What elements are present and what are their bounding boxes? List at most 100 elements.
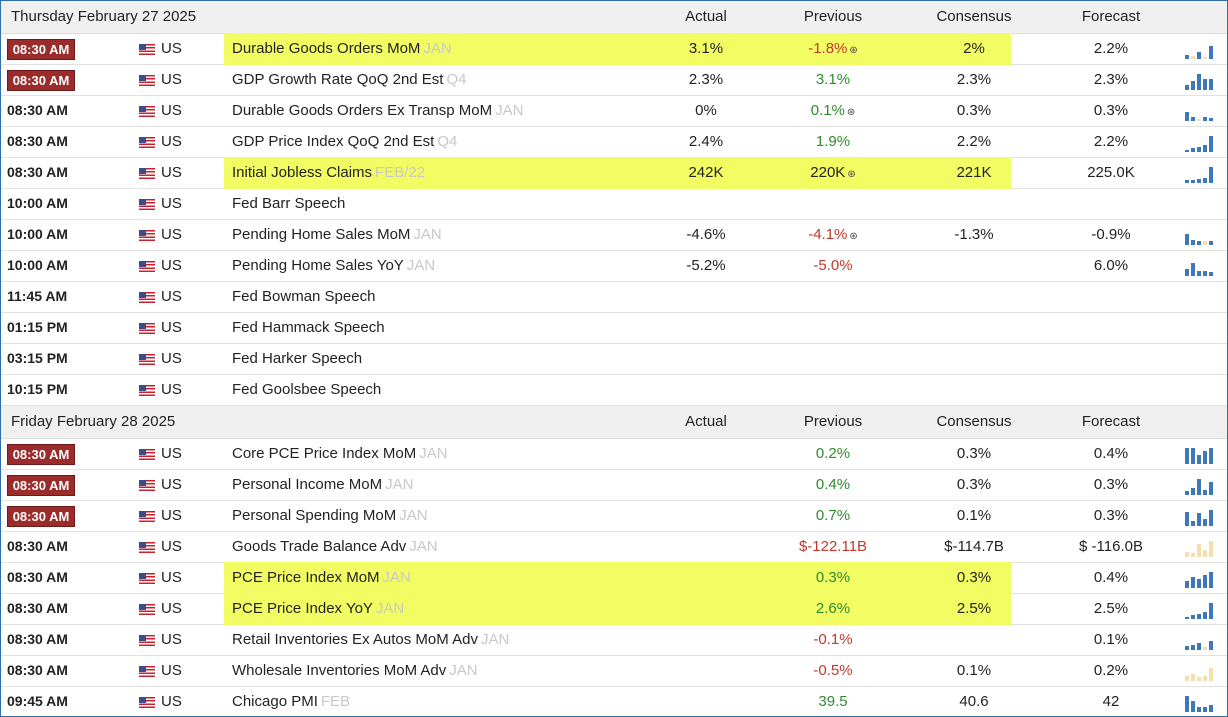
previous-value: 0.1%	[810, 102, 845, 119]
event-row[interactable]: 01:15 PM US Fed Hammack Speech	[1, 313, 1227, 344]
event-name-link[interactable]: Fed Hammack Speech	[232, 319, 385, 336]
column-header-actual[interactable]: Actual	[685, 8, 727, 25]
column-header-consensus[interactable]: Consensus	[936, 413, 1012, 430]
event-row[interactable]: 10:00 AM US Pending Home Sales MoM JAN -4.6%…	[1, 220, 1227, 251]
us-flag-icon	[139, 480, 155, 491]
event-name-link[interactable]: Durable Goods Orders MoM JAN	[232, 40, 452, 57]
event-row[interactable]: 08:30 AM US GDP Growth Rate QoQ 2nd Est Q4 2…	[1, 65, 1227, 96]
sparkline-chart[interactable]	[1185, 257, 1213, 277]
event-name-link[interactable]: Fed Bowman Speech	[232, 288, 375, 305]
event-country: US	[161, 445, 182, 462]
sparkline-chart[interactable]	[1185, 164, 1213, 184]
sparkline-bar	[1185, 646, 1189, 650]
event-row[interactable]: 08:30 AM US Personal Spending MoM JAN 0.7% 0.…	[1, 501, 1227, 532]
event-name-link[interactable]: Retail Inventories Ex Autos MoM Adv JAN	[232, 631, 509, 648]
us-flag-icon	[139, 44, 155, 55]
sparkline-chart[interactable]	[1185, 226, 1213, 246]
event-name: PCE Price Index YoY	[232, 600, 373, 617]
event-row[interactable]: 09:45 AM US Chicago PMI FEB 39.5 40.6 42	[1, 687, 1227, 716]
column-header-forecast[interactable]: Forecast	[1081, 413, 1141, 430]
sparkline-bar	[1209, 641, 1213, 650]
sparkline-chart[interactable]	[1185, 600, 1213, 620]
sparkline-chart[interactable]	[1185, 476, 1213, 496]
event-name-link[interactable]: PCE Price Index MoM JAN	[232, 569, 411, 586]
revised-icon[interactable]: ⊛	[846, 107, 856, 118]
event-row[interactable]: 08:30 AM US Durable Goods Orders Ex Transp…	[1, 96, 1227, 127]
flag-stripes	[139, 106, 155, 117]
sparkline-bar	[1209, 668, 1213, 681]
event-row[interactable]: 11:45 AM US Fed Bowman Speech	[1, 282, 1227, 313]
event-row[interactable]: 08:30 AM US Retail Inventories Ex Autos Mo…	[1, 625, 1227, 656]
sparkline-bar	[1191, 488, 1195, 495]
sparkline-chart[interactable]	[1185, 71, 1213, 91]
event-row[interactable]: 08:30 AM US Durable Goods Orders MoM JAN 3.1…	[1, 33, 1227, 65]
event-row[interactable]: 10:00 AM US Pending Home Sales YoY JAN -5.2%…	[1, 251, 1227, 282]
event-row[interactable]: 03:15 PM US Fed Harker Speech	[1, 344, 1227, 375]
sparkline-bar	[1191, 615, 1195, 619]
sparkline-bar	[1197, 643, 1201, 650]
event-row[interactable]: 08:30 AM US Personal Income MoM JAN 0.4% 0.3%…	[1, 470, 1227, 501]
sparkline-chart[interactable]	[1185, 445, 1213, 465]
event-name-link[interactable]: Fed Barr Speech	[232, 195, 345, 212]
column-header-forecast[interactable]: Forecast	[1081, 8, 1141, 25]
event-row[interactable]: 08:30 AM US PCE Price Index MoM JAN 0.3% 0.3%…	[1, 562, 1227, 594]
event-name-link[interactable]: Personal Spending MoM JAN	[232, 507, 428, 524]
event-name-link[interactable]: Pending Home Sales YoY JAN	[232, 257, 435, 274]
event-name-link[interactable]: GDP Growth Rate QoQ 2nd Est Q4	[232, 71, 467, 88]
column-header-previous[interactable]: Previous	[803, 8, 863, 25]
event-row[interactable]: 08:30 AM US Goods Trade Balance Adv JAN $-12…	[1, 532, 1227, 563]
event-row[interactable]: 10:00 AM US Fed Barr Speech	[1, 189, 1227, 220]
event-name: Pending Home Sales YoY	[232, 257, 404, 274]
event-row[interactable]: 08:30 AM US Initial Jobless Claims FEB/22 24…	[1, 157, 1227, 189]
revised-icon[interactable]: ⊛	[849, 231, 858, 242]
sparkline-chart[interactable]	[1185, 569, 1213, 589]
sparkline-bar	[1197, 179, 1201, 183]
event-name: Chicago PMI	[232, 693, 318, 710]
previous-value: 3.1%	[815, 71, 851, 88]
sparkline-chart[interactable]	[1185, 662, 1213, 682]
sparkline-chart[interactable]	[1185, 538, 1213, 558]
event-row[interactable]: 08:30 AM US Core PCE Price Index MoM JAN 0.2…	[1, 439, 1227, 470]
event-name-link[interactable]: Wholesale Inventories MoM Adv JAN	[232, 662, 478, 679]
sparkline-bar	[1203, 550, 1207, 557]
event-row[interactable]: 08:30 AM US GDP Price Index QoQ 2nd Est Q4 2…	[1, 127, 1227, 158]
us-flag-icon	[139, 697, 155, 708]
event-name-link[interactable]: GDP Price Index QoQ 2nd Est Q4	[232, 133, 457, 150]
flag-stripes	[139, 511, 155, 522]
event-row[interactable]: 08:30 AM US PCE Price Index YoY JAN 2.6% 2.5%…	[1, 593, 1227, 625]
column-header-consensus[interactable]: Consensus	[936, 8, 1012, 25]
sparkline-chart[interactable]	[1185, 631, 1213, 651]
column-header-actual[interactable]: Actual	[685, 413, 727, 430]
us-flag-icon	[139, 230, 155, 241]
sparkline-chart[interactable]	[1185, 102, 1213, 122]
event-name-link[interactable]: Goods Trade Balance Adv JAN	[232, 538, 438, 555]
event-name-link[interactable]: Pending Home Sales MoM JAN	[232, 226, 442, 243]
event-name-link[interactable]: Durable Goods Orders Ex Transp MoM JAN	[232, 102, 523, 119]
flag-canton	[139, 323, 146, 329]
flag-stripes	[139, 199, 155, 210]
event-row[interactable]: 08:30 AM US Wholesale Inventories MoM Adv J…	[1, 656, 1227, 687]
previous-value: 2.6%	[815, 600, 851, 617]
revised-icon[interactable]: ⊛	[847, 169, 856, 180]
event-country: US	[161, 257, 182, 274]
event-name-link[interactable]: Fed Harker Speech	[232, 350, 362, 367]
event-name-link[interactable]: Initial Jobless Claims FEB/22	[232, 164, 425, 181]
column-header-previous[interactable]: Previous	[803, 413, 863, 430]
event-name-link[interactable]: Chicago PMI FEB	[232, 693, 350, 710]
event-country: US	[161, 195, 182, 212]
event-name-link[interactable]: Core PCE Price Index MoM JAN	[232, 445, 448, 462]
flag-canton	[139, 354, 146, 360]
sparkline-chart[interactable]	[1185, 40, 1213, 60]
sparkline-chart[interactable]	[1185, 133, 1213, 153]
event-name-link[interactable]: PCE Price Index YoY JAN	[232, 600, 404, 617]
event-row[interactable]: 10:15 PM US Fed Goolsbee Speech	[1, 375, 1227, 406]
event-name: Fed Hammack Speech	[232, 319, 385, 336]
event-name-link[interactable]: Fed Goolsbee Speech	[232, 381, 381, 398]
sparkline-chart[interactable]	[1185, 507, 1213, 527]
forecast-value: 0.1%	[1093, 631, 1129, 648]
sparkline-chart[interactable]	[1185, 693, 1213, 713]
revised-icon[interactable]: ⊛	[849, 45, 858, 56]
event-name-link[interactable]: Personal Income MoM JAN	[232, 476, 413, 493]
sparkline-bar	[1209, 167, 1213, 183]
event-time: 09:45 AM	[7, 693, 68, 709]
